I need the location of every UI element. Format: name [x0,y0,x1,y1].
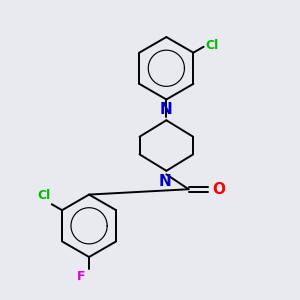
Text: O: O [213,182,226,197]
Text: Cl: Cl [205,39,218,52]
Text: N: N [160,102,173,117]
Text: N: N [158,174,171,189]
Text: Cl: Cl [37,189,50,202]
Text: F: F [77,270,86,284]
